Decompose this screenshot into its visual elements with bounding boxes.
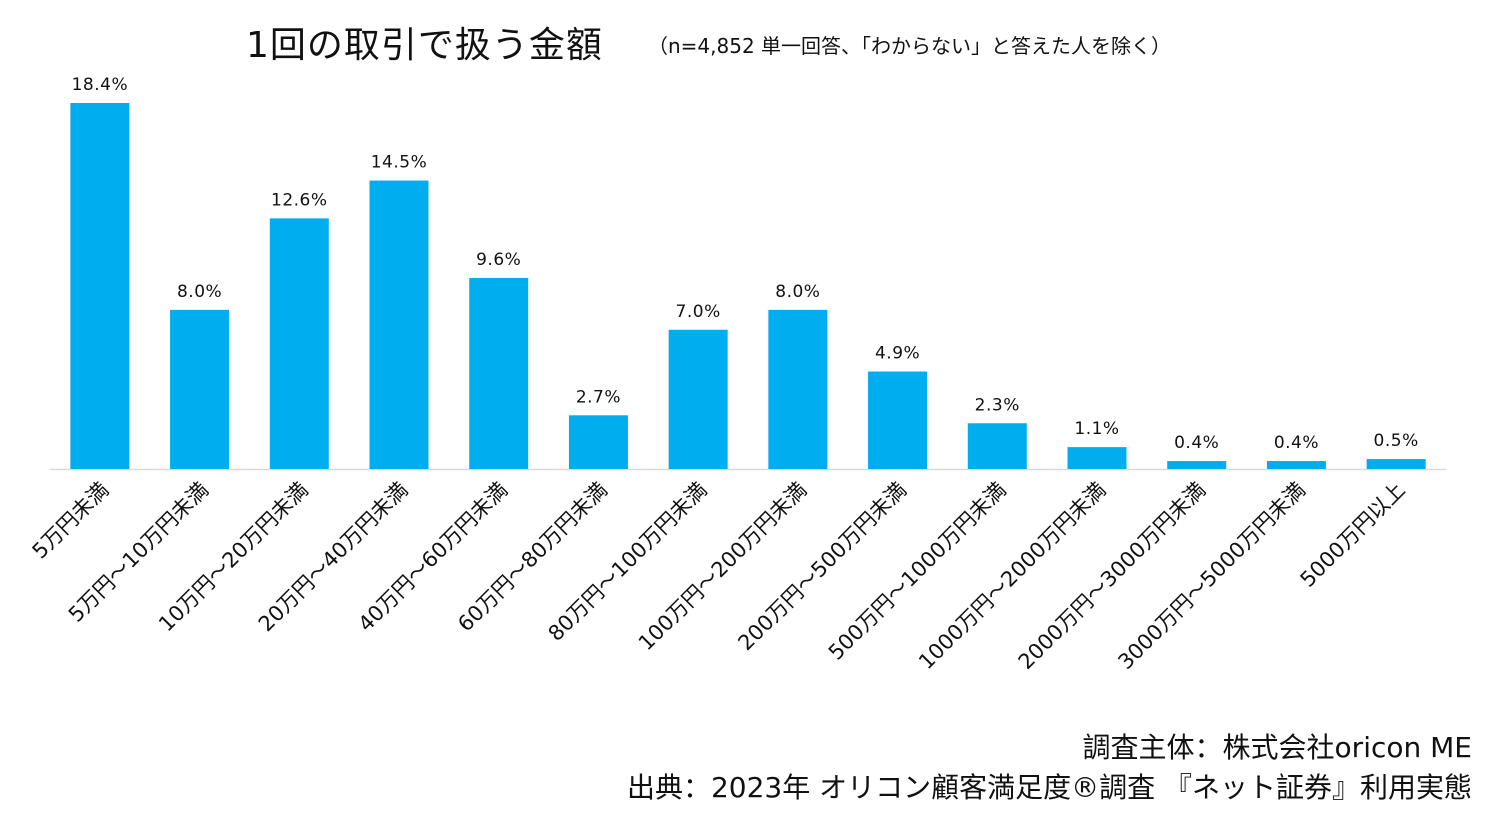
chart-subtitle: （n=4,852 単一回答、「わからない」と答えた人を除く） [648,34,1172,58]
bar [1167,461,1227,469]
data-label: 2.7% [576,387,621,407]
data-label: 0.5% [1374,431,1419,451]
x-tick-label: 5万円未満 [28,478,114,564]
bar [170,309,230,469]
data-label: 2.3% [975,395,1020,415]
bar [967,423,1027,469]
bar [369,180,429,469]
x-tick-label: 1000万円～2000万円未満 [914,478,1110,674]
data-label: 1.1% [1074,419,1119,439]
data-label: 7.0% [676,302,721,322]
x-tick-label: 2000万円～3000万円未満 [1014,478,1210,674]
data-label: 14.5% [371,153,428,173]
source-credit: 出典：2023年 オリコン顧客満足度®調査 『ネット証券』利用実態 [626,771,1472,804]
data-label: 4.9% [875,344,920,364]
data-label: 18.4% [72,75,129,95]
bar [1266,461,1326,469]
x-tick-label: 500万円～1000万円未満 [824,478,1011,665]
bar [1067,447,1127,469]
bar [70,103,130,469]
bar [768,309,828,469]
chart-title: 1回の取引で扱う金額 [246,25,603,66]
data-label: 9.6% [476,250,521,270]
bar [1366,459,1426,469]
data-label: 12.6% [271,190,328,210]
data-label: 8.0% [775,282,820,302]
x-tick-label: 3000万円～5000万円未満 [1113,478,1309,674]
bar [568,415,628,469]
x-tick-label: 100万円～200万円未満 [634,478,812,656]
data-label: 8.0% [177,282,222,302]
survey-credit: 調査主体：株式会社oricon ME [1082,731,1472,764]
bar [469,278,529,469]
data-label: 0.4% [1274,433,1319,453]
x-tick-label: 5000万円以上 [1296,478,1410,592]
bar [868,371,928,469]
bar [269,218,329,469]
bar [668,329,728,469]
x-tick-label: 200万円～500万円未満 [734,478,912,656]
data-label: 0.4% [1174,433,1219,453]
